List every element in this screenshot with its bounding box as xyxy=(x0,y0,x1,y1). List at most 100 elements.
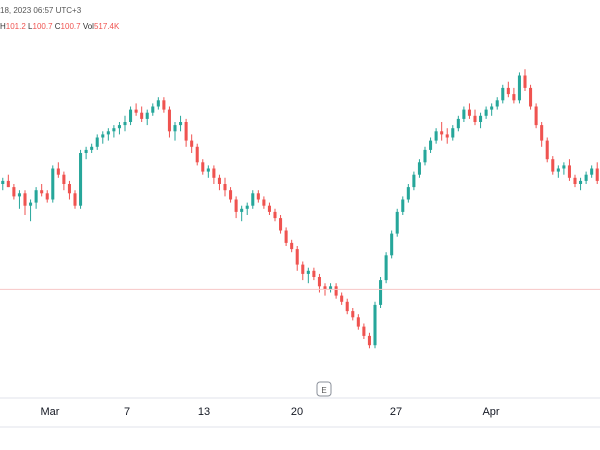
candle-body xyxy=(367,335,371,346)
candle xyxy=(329,283,333,293)
candle-body xyxy=(567,165,571,178)
x-tick-label: Mar xyxy=(41,406,60,418)
candle-body xyxy=(45,193,49,200)
candle-body xyxy=(179,122,183,126)
candle xyxy=(417,159,421,178)
candle-body xyxy=(79,153,83,206)
candle-body xyxy=(556,168,560,172)
candle xyxy=(101,131,105,144)
candle xyxy=(262,196,266,209)
candle-body xyxy=(406,187,410,200)
candle xyxy=(334,283,338,299)
candle-body xyxy=(345,301,349,312)
candle-body xyxy=(173,125,177,132)
ohlc-volume-label: Vol xyxy=(82,22,94,31)
candle-body xyxy=(229,190,233,200)
candle-body xyxy=(512,94,516,101)
candle xyxy=(595,162,599,184)
candle-body xyxy=(329,286,333,290)
candle-body xyxy=(579,180,583,184)
candle-body xyxy=(462,109,466,119)
candle-body xyxy=(456,118,460,129)
candle xyxy=(512,87,516,104)
x-tick-label: 27 xyxy=(390,406,402,418)
x-tick-label: 13 xyxy=(198,406,210,418)
candle xyxy=(229,187,233,203)
candle-body xyxy=(290,242,294,250)
candle xyxy=(156,97,160,110)
ohlc-close-value: 100.7 xyxy=(60,22,81,31)
candle-body xyxy=(195,146,199,163)
candle-body xyxy=(545,140,549,160)
candle xyxy=(351,308,355,321)
candle xyxy=(306,267,310,284)
candle xyxy=(356,314,360,330)
candle xyxy=(451,125,455,141)
event-marker[interactable]: E xyxy=(316,381,332,397)
candle xyxy=(579,177,583,191)
candle-body xyxy=(34,190,38,203)
candle-body xyxy=(479,115,483,122)
candle xyxy=(445,128,449,144)
candle xyxy=(529,84,533,110)
candle-body xyxy=(29,202,33,206)
candle xyxy=(423,146,427,166)
candle-body xyxy=(590,168,594,175)
candle-body xyxy=(6,180,10,188)
candle xyxy=(251,190,255,209)
candle xyxy=(256,190,260,203)
candle xyxy=(295,246,299,271)
candle xyxy=(462,106,466,122)
candle-body xyxy=(506,87,510,95)
ohlc-readout: H101.2 L100.7 C100.7 Vol517.4K xyxy=(0,22,119,31)
event-marker-box[interactable] xyxy=(316,381,332,397)
candle-body xyxy=(262,199,266,206)
ohlc-high-label: H xyxy=(0,22,6,31)
candle-body xyxy=(212,168,216,178)
candle-body xyxy=(12,187,16,197)
candle-body xyxy=(151,106,155,113)
candle xyxy=(362,323,366,339)
candle xyxy=(67,180,71,200)
header-datetime: 18, 2023 06:57 UTC+3 xyxy=(0,6,82,15)
candle-body xyxy=(362,326,366,336)
candle-body xyxy=(256,193,260,200)
candle xyxy=(134,103,138,116)
candle xyxy=(179,115,183,132)
candle xyxy=(201,159,205,175)
candle xyxy=(545,137,549,163)
candle xyxy=(145,109,149,126)
candle-body xyxy=(384,255,388,281)
candle xyxy=(173,122,177,141)
candle-body xyxy=(417,162,421,175)
ohlc-volume-value: 517.4K xyxy=(93,22,120,31)
candle xyxy=(95,134,99,150)
candle xyxy=(129,106,133,126)
candle xyxy=(301,261,305,281)
ohlc-low-label: L xyxy=(28,22,33,31)
candle-body xyxy=(573,177,577,184)
candle-body xyxy=(273,211,277,219)
candle-body xyxy=(245,205,249,209)
candle-body xyxy=(1,180,5,184)
candle-body xyxy=(95,137,99,147)
candle-body xyxy=(73,193,77,206)
candle-body xyxy=(56,168,60,175)
candle-body xyxy=(223,184,227,191)
candle-body xyxy=(145,112,149,119)
x-tick-label: 20 xyxy=(291,406,303,418)
candles-layer xyxy=(1,69,599,349)
candle xyxy=(73,190,77,209)
x-tick-label: 7 xyxy=(124,406,130,418)
candle-body xyxy=(156,100,160,107)
candle-body xyxy=(301,264,305,274)
ohlc-high-value: 101.2 xyxy=(5,22,26,31)
candle xyxy=(401,196,405,215)
candle-body xyxy=(490,106,494,110)
candle-body xyxy=(451,128,455,138)
candle-body xyxy=(67,184,71,194)
candle xyxy=(473,109,477,126)
candle xyxy=(562,162,566,175)
candle xyxy=(195,143,199,166)
